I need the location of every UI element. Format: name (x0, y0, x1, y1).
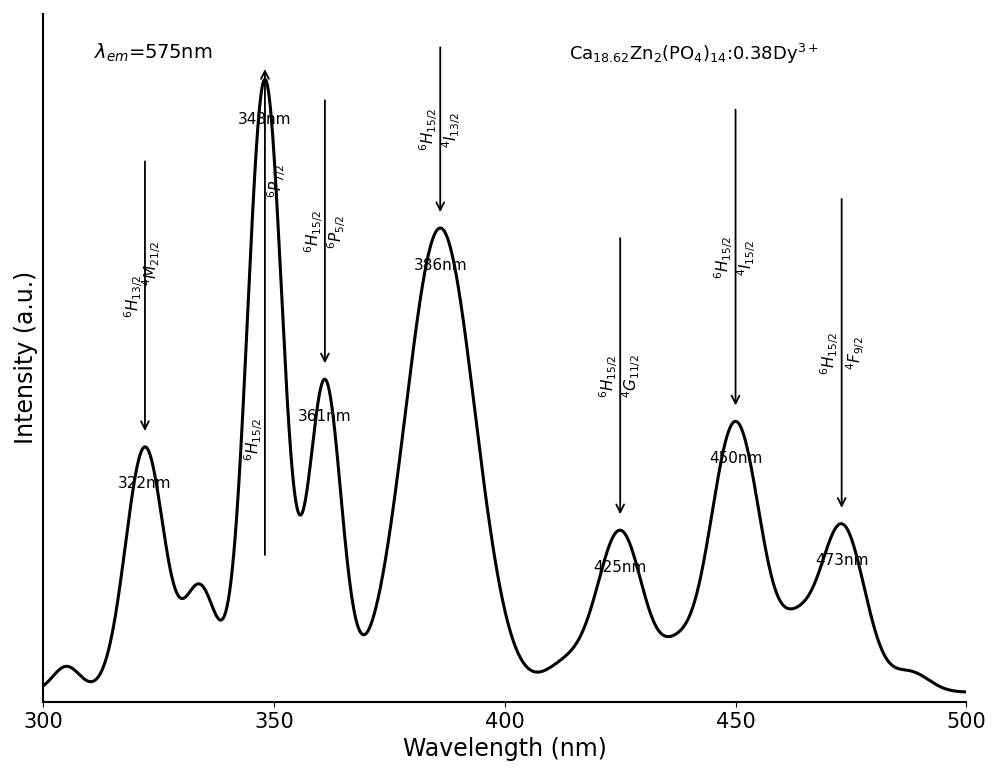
Y-axis label: Intensity (a.u.): Intensity (a.u.) (14, 271, 38, 445)
Text: 386nm: 386nm (413, 257, 467, 273)
Text: $^6H_{15/2}$: $^6H_{15/2}$ (302, 210, 325, 253)
Text: $^6H_{15/2}$: $^6H_{15/2}$ (713, 236, 735, 279)
Text: 425nm: 425nm (594, 560, 647, 574)
Text: $^6H_{15/2}$: $^6H_{15/2}$ (417, 108, 440, 151)
Text: $^4M_{21/2}$: $^4M_{21/2}$ (141, 241, 163, 286)
X-axis label: Wavelength (nm): Wavelength (nm) (403, 737, 607, 761)
Text: Ca$_{18.62}$Zn$_2$(PO$_4$)$_{14}$:0.38Dy$^{3+}$: Ca$_{18.62}$Zn$_2$(PO$_4$)$_{14}$:0.38Dy… (569, 41, 819, 66)
Text: $^6H_{15/2}$: $^6H_{15/2}$ (242, 418, 265, 461)
Text: 473nm: 473nm (815, 553, 868, 568)
Text: $^4I_{15/2}$: $^4I_{15/2}$ (736, 239, 758, 276)
Text: $\lambda_{em}$=575nm: $\lambda_{em}$=575nm (94, 41, 213, 64)
Text: $^4F_{9/2}$: $^4F_{9/2}$ (844, 336, 867, 370)
Text: $^6H_{13/2}$: $^6H_{13/2}$ (122, 274, 145, 318)
Text: 322nm: 322nm (118, 477, 172, 491)
Text: $^6P_{7/2}$: $^6P_{7/2}$ (265, 164, 288, 198)
Text: 361nm: 361nm (298, 408, 352, 424)
Text: $^6H_{15/2}$: $^6H_{15/2}$ (819, 332, 841, 375)
Text: 450nm: 450nm (709, 451, 762, 466)
Text: $^4G_{11/2}$: $^4G_{11/2}$ (620, 354, 643, 398)
Text: 348nm: 348nm (238, 112, 292, 127)
Text: $^6H_{15/2}$: $^6H_{15/2}$ (597, 354, 620, 398)
Text: $^4I_{13/2}$: $^4I_{13/2}$ (440, 112, 463, 148)
Text: $^6P_{5/2}$: $^6P_{5/2}$ (325, 215, 348, 249)
